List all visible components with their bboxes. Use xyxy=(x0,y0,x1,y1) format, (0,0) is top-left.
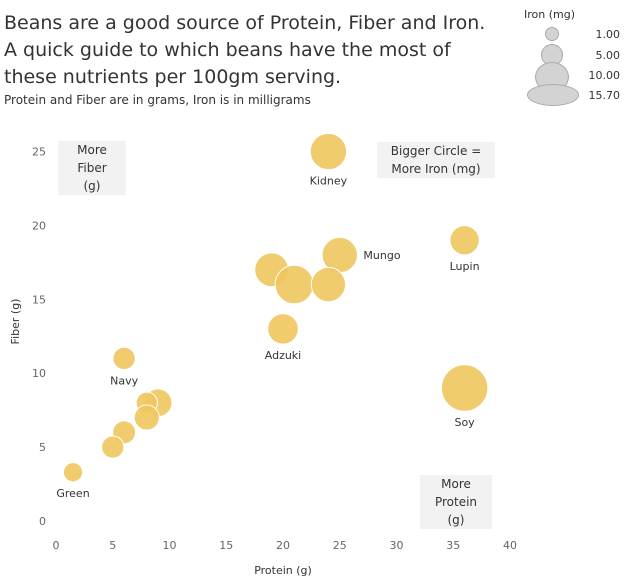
data-point-14 xyxy=(101,435,125,459)
chart-subtitle: Protein and Fiber are in grams, Iron is … xyxy=(4,93,311,107)
legend-circle-1 xyxy=(545,27,559,41)
data-label-0: Kidney xyxy=(310,175,348,188)
y-tick-label-4: 20 xyxy=(32,219,46,232)
data-label-3: Adzuki xyxy=(265,349,302,362)
data-label-2: Lupin xyxy=(450,260,480,273)
data-point-3 xyxy=(267,313,299,345)
x-tick-label-7: 35 xyxy=(446,539,460,552)
more-iron-line-1: Bigger Circle = xyxy=(390,144,482,158)
chart-title: Beans are a good source of Protein, Fibe… xyxy=(4,12,486,88)
more-fiber-annotation: More Fiber (g) xyxy=(58,141,126,195)
data-point-5 xyxy=(112,346,136,371)
x-tick-label-5: 25 xyxy=(333,539,347,552)
data-point-0 xyxy=(309,132,348,171)
y-tick-label-3: 15 xyxy=(32,293,46,306)
legend-title: Iron (mg) xyxy=(524,8,576,21)
more-fiber-line-2: Fiber xyxy=(77,161,107,175)
more-protein-line-2: Protein xyxy=(434,495,478,509)
more-protein-line-3: (g) xyxy=(447,513,465,527)
x-axis-title: Protein (g) xyxy=(254,564,312,577)
legend-value-1: 1.00 xyxy=(595,28,621,41)
data-label-5: Navy xyxy=(110,375,138,388)
x-tick-label-2: 10 xyxy=(163,539,177,552)
x-tick-label-1: 5 xyxy=(109,539,116,552)
more-iron-annotation: Bigger Circle = More Iron (mg) xyxy=(377,142,495,178)
data-label-1: Mungo xyxy=(363,249,400,262)
data-point-12 xyxy=(133,404,160,431)
more-iron-line-2: More Iron (mg) xyxy=(391,162,481,176)
data-point-2 xyxy=(449,225,480,256)
y-tick-label-0: 0 xyxy=(39,515,46,528)
more-fiber-line-1: More xyxy=(77,143,107,157)
y-tick-label-1: 5 xyxy=(39,441,46,454)
x-tick-label-6: 30 xyxy=(390,539,404,552)
data-label-4: Soy xyxy=(454,416,475,429)
x-tick-label-3: 15 xyxy=(219,539,233,552)
size-legend: Iron (mg) 1.00 5.00 10.00 15.70 xyxy=(520,8,630,108)
data-point-9 xyxy=(310,266,347,303)
x-tick-label-4: 20 xyxy=(276,539,290,552)
y-axis-title: Fiber (g) xyxy=(9,299,22,345)
data-point-8 xyxy=(274,264,315,305)
data-point-6 xyxy=(62,462,84,483)
y-tick-label-5: 25 xyxy=(32,146,46,159)
legend-circle-4 xyxy=(527,84,579,106)
more-protein-line-1: More xyxy=(441,477,471,491)
x-tick-label-0: 0 xyxy=(53,539,60,552)
more-fiber-line-3: (g) xyxy=(83,179,101,193)
y-tick-label-2: 10 xyxy=(32,367,46,380)
data-point-4 xyxy=(440,364,489,412)
legend-value-3: 10.00 xyxy=(588,69,621,82)
legend-value-4: 15.70 xyxy=(588,89,621,102)
data-label-6: Green xyxy=(56,487,89,500)
x-tick-label-8: 40 xyxy=(503,539,517,552)
legend-value-2: 5.00 xyxy=(595,49,621,62)
more-protein-annotation: More Protein (g) xyxy=(420,475,492,529)
